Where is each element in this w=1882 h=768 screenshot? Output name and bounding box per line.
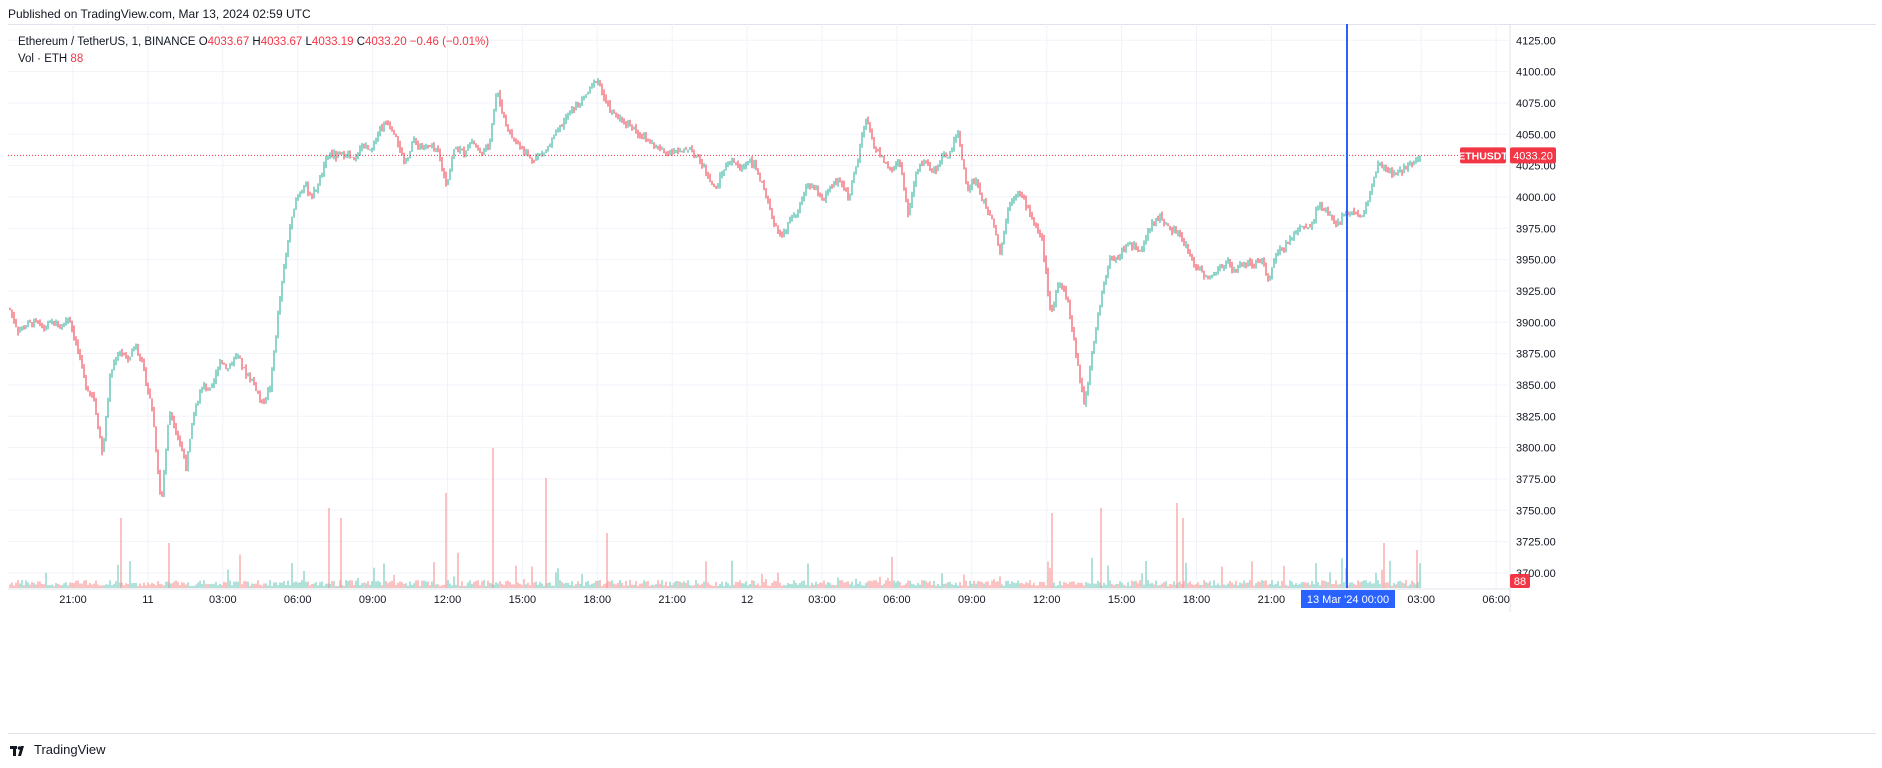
volume-tag-value: 88	[1514, 576, 1526, 588]
footer: TradingView	[10, 742, 106, 757]
price-tag-symbol: ETHUSDT	[1458, 150, 1508, 162]
y-tick-label: 3825.00	[1516, 411, 1556, 423]
x-tick-label: 21:00	[59, 594, 87, 606]
price-tag-symbol-box	[1460, 147, 1506, 164]
volume-value: 88	[70, 53, 84, 65]
y-tick-label: 4025.00	[1516, 161, 1556, 173]
x-tick-label: 09:00	[958, 594, 986, 606]
open-label: O	[198, 36, 208, 48]
y-tick-label: 3875.00	[1516, 349, 1556, 361]
y-tick-label: 3750.00	[1516, 505, 1556, 517]
volume-tag-box	[1510, 574, 1530, 588]
change-value: −0.46 (−0.01%)	[409, 36, 490, 48]
crosshair-label-box	[1301, 590, 1395, 608]
high-value: 4033.67	[260, 36, 303, 48]
y-tick-label: 3925.00	[1516, 286, 1556, 298]
volume-label[interactable]: Vol · ETH	[18, 53, 68, 65]
open-value: 4033.67	[207, 36, 250, 48]
x-tick-label: 03:00	[808, 594, 836, 606]
price-tag-value-box	[1510, 147, 1556, 164]
tradingview-logo-icon	[10, 745, 28, 756]
x-tick-label: 11	[142, 594, 153, 606]
x-tick-label: 06:00	[883, 594, 911, 606]
x-tick-label: 03:00	[1407, 594, 1435, 606]
y-tick-label: 4125.00	[1516, 35, 1556, 47]
x-tick-label: 21:00	[1258, 594, 1286, 606]
y-tick-label: 4000.00	[1516, 192, 1556, 204]
x-tick-label: 21:00	[658, 594, 686, 606]
close-value: 4033.20	[365, 36, 407, 48]
y-tick-label: 3975.00	[1516, 223, 1556, 235]
x-tick-label: 03:00	[209, 594, 237, 606]
low-label: L	[305, 36, 312, 48]
crosshair-label: 13 Mar '24 00:00	[1307, 594, 1389, 606]
y-tick-label: 3900.00	[1516, 317, 1556, 329]
y-tick-label: 3800.00	[1516, 443, 1556, 455]
low-value: 4033.19	[311, 36, 354, 48]
x-tick-label: 12:00	[434, 594, 462, 606]
y-tick-label: 4075.00	[1516, 98, 1556, 110]
high-label: H	[252, 36, 261, 48]
price-tag-value: 4033.20	[1513, 150, 1553, 162]
x-tick-label: 18:00	[1183, 594, 1211, 606]
footer-brand[interactable]: TradingView	[34, 742, 106, 757]
y-tick-label: 3725.00	[1516, 537, 1556, 549]
x-tick-label: 06:00	[284, 594, 312, 606]
y-tick-label: 4050.00	[1516, 129, 1556, 141]
x-tick-label: 09:00	[359, 594, 387, 606]
chart-legend: Ethereum / TetherUS, 1, BINANCE O4033.67…	[18, 34, 489, 68]
x-tick-label: 12	[741, 594, 753, 606]
x-tick-label: 15:00	[1108, 594, 1136, 606]
close-label: C	[356, 36, 366, 48]
chart-frame	[8, 24, 1876, 734]
x-tick-label: 06:00	[1482, 594, 1510, 606]
symbol-label[interactable]: Ethereum / TetherUS, 1, BINANCE	[18, 36, 196, 48]
y-tick-label: 3850.00	[1516, 380, 1556, 392]
y-tick-label: 3950.00	[1516, 255, 1556, 267]
volume-row: Vol · ETH 88	[18, 51, 489, 68]
x-tick-label: 12:00	[1033, 594, 1061, 606]
published-banner: Published on TradingView.com, Mar 13, 20…	[8, 7, 311, 21]
x-tick-label: 15:00	[509, 594, 537, 606]
y-tick-label: 3775.00	[1516, 474, 1556, 486]
x-tick-label: 18:00	[584, 594, 612, 606]
ohlc-row: Ethereum / TetherUS, 1, BINANCE O4033.67…	[18, 34, 489, 51]
y-tick-label: 4100.00	[1516, 67, 1556, 79]
